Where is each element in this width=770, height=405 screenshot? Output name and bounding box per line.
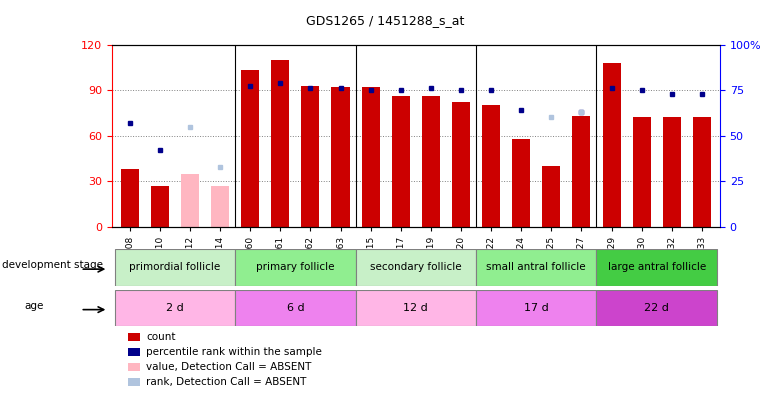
- Bar: [482, 105, 500, 227]
- Bar: [129, 348, 139, 356]
- Text: percentile rank within the sample: percentile rank within the sample: [146, 347, 322, 357]
- Bar: [181, 174, 199, 227]
- Bar: [476, 249, 597, 286]
- Bar: [452, 102, 470, 227]
- Bar: [572, 116, 591, 227]
- Text: primary follicle: primary follicle: [256, 262, 335, 272]
- Bar: [301, 85, 320, 227]
- Bar: [476, 290, 597, 326]
- Text: 22 d: 22 d: [644, 303, 669, 313]
- Bar: [211, 186, 229, 227]
- Text: GDS1265 / 1451288_s_at: GDS1265 / 1451288_s_at: [306, 14, 464, 27]
- Text: small antral follicle: small antral follicle: [487, 262, 586, 272]
- Bar: [241, 70, 259, 227]
- Text: 2 d: 2 d: [166, 303, 184, 313]
- Bar: [597, 290, 717, 326]
- Bar: [115, 290, 235, 326]
- Bar: [331, 87, 350, 227]
- Bar: [693, 117, 711, 227]
- Bar: [121, 169, 139, 227]
- Bar: [356, 249, 476, 286]
- Bar: [129, 333, 139, 341]
- Text: rank, Detection Call = ABSENT: rank, Detection Call = ABSENT: [146, 377, 306, 387]
- Bar: [129, 378, 139, 386]
- Bar: [129, 363, 139, 371]
- Bar: [542, 166, 561, 227]
- Bar: [663, 117, 681, 227]
- Text: secondary follicle: secondary follicle: [370, 262, 461, 272]
- Text: large antral follicle: large antral follicle: [608, 262, 706, 272]
- Text: 17 d: 17 d: [524, 303, 549, 313]
- Bar: [235, 290, 356, 326]
- Bar: [115, 249, 235, 286]
- Text: development stage: development stage: [2, 260, 103, 270]
- Bar: [633, 117, 651, 227]
- Bar: [597, 249, 717, 286]
- Bar: [235, 249, 356, 286]
- Bar: [392, 96, 410, 227]
- Text: count: count: [146, 333, 176, 342]
- Bar: [602, 63, 621, 227]
- Text: age: age: [25, 301, 44, 311]
- Text: primordial follicle: primordial follicle: [129, 262, 220, 272]
- Bar: [151, 186, 169, 227]
- Bar: [362, 87, 380, 227]
- Text: 6 d: 6 d: [286, 303, 304, 313]
- Bar: [422, 96, 440, 227]
- Bar: [512, 139, 531, 227]
- Bar: [271, 60, 290, 227]
- Text: value, Detection Call = ABSENT: value, Detection Call = ABSENT: [146, 362, 312, 372]
- Text: 12 d: 12 d: [403, 303, 428, 313]
- Bar: [356, 290, 476, 326]
